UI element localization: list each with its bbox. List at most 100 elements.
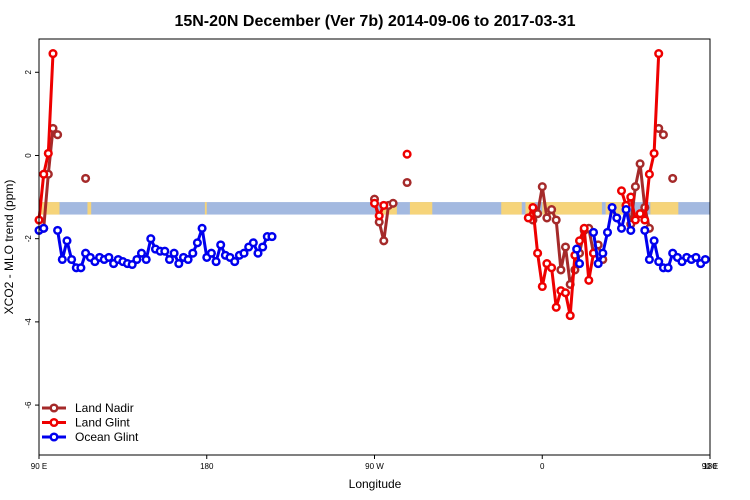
y-tick-label: -4 [24, 318, 33, 326]
data-point [206, 248, 216, 258]
data-point [57, 254, 67, 265]
data-point [523, 213, 533, 223]
data-point [402, 177, 412, 188]
data-point [188, 248, 198, 258]
x-axis-label: Longitude [349, 477, 402, 491]
data-point [547, 263, 557, 273]
data-point [654, 257, 664, 267]
x-tick-label: 180 [703, 462, 717, 471]
data-point [141, 254, 151, 265]
data-point [169, 248, 179, 258]
data-point [132, 254, 142, 265]
data-point [379, 200, 389, 210]
data-point [649, 148, 659, 158]
data-point [164, 254, 175, 265]
data-point [146, 234, 156, 244]
data-point [630, 215, 640, 225]
data-point [533, 248, 543, 258]
data-point [584, 275, 594, 285]
data-point [253, 248, 263, 258]
x-tick-label: 180 [200, 462, 214, 471]
data-point [621, 205, 631, 215]
data-point [39, 169, 49, 179]
data-point [700, 254, 710, 265]
y-tick-label: 2 [24, 70, 33, 75]
data-point [635, 209, 645, 219]
data-point [230, 257, 240, 267]
land-band-segment [409, 202, 433, 215]
data-point [258, 242, 268, 252]
data-point [183, 254, 193, 265]
data-point [104, 252, 114, 262]
data-point [39, 223, 49, 233]
data-point [76, 263, 86, 273]
data-point [607, 202, 617, 213]
data-point [626, 225, 636, 235]
x-tick-label: 0 [540, 462, 545, 471]
data-point [197, 223, 207, 233]
data-point [374, 211, 384, 221]
data-point [216, 240, 226, 250]
data-point [551, 215, 561, 225]
data-point [67, 254, 77, 265]
series-ocean-glint [34, 202, 710, 273]
data-point [574, 259, 585, 269]
data-point [649, 236, 659, 246]
land-band-segment [204, 202, 207, 215]
series-line [37, 53, 55, 221]
data-point [267, 232, 277, 242]
data-point [654, 49, 664, 59]
data-point [136, 248, 147, 258]
data-point [663, 263, 673, 273]
series-line [531, 185, 605, 286]
plot-frame [38, 38, 711, 456]
data-point [542, 213, 552, 223]
data-point [402, 149, 412, 159]
data-point [556, 265, 566, 275]
data-point [533, 209, 543, 219]
land-band-segment [542, 202, 602, 215]
data-point [53, 130, 63, 140]
data-point [616, 223, 627, 233]
data-point [248, 238, 258, 248]
legend-swatch-marker [49, 432, 59, 442]
data-point [81, 173, 91, 183]
x-tick-label: 90 E [31, 462, 47, 471]
series-line [643, 230, 707, 270]
land-band-segment [87, 202, 92, 215]
data-point [572, 244, 582, 254]
data-point [635, 159, 645, 169]
data-point [640, 215, 650, 225]
y-tick-label: 0 [24, 153, 33, 158]
data-point [537, 281, 547, 292]
data-point [668, 173, 678, 183]
data-point [388, 198, 398, 208]
x-tick-label: 90 W [365, 462, 384, 471]
data-point [537, 182, 547, 192]
data-point [644, 254, 654, 265]
data-point [593, 259, 603, 269]
legend-item: Land Nadir [42, 401, 134, 415]
x-tick-label: 90 E [702, 462, 718, 471]
legend-item: Ocean Glint [42, 430, 139, 444]
data-point [53, 225, 63, 235]
data-point [612, 213, 622, 223]
data-point [547, 205, 557, 215]
data-point [560, 288, 571, 298]
data-point [379, 236, 389, 246]
legend-item: Land Glint [42, 416, 130, 430]
data-point [160, 246, 170, 256]
data-point [644, 169, 654, 179]
data-point [528, 202, 538, 213]
data-point [211, 257, 221, 267]
legend-swatch-marker [49, 417, 59, 428]
y-tick-label: -6 [24, 401, 33, 409]
data-point [565, 311, 575, 321]
data-point [369, 198, 380, 208]
series-layer [34, 49, 710, 321]
data-point [192, 238, 202, 248]
y-axis: 2 0 -2 -4 -6 [24, 70, 39, 409]
legend-swatch-marker [49, 403, 59, 413]
land-band-segment [501, 202, 522, 215]
